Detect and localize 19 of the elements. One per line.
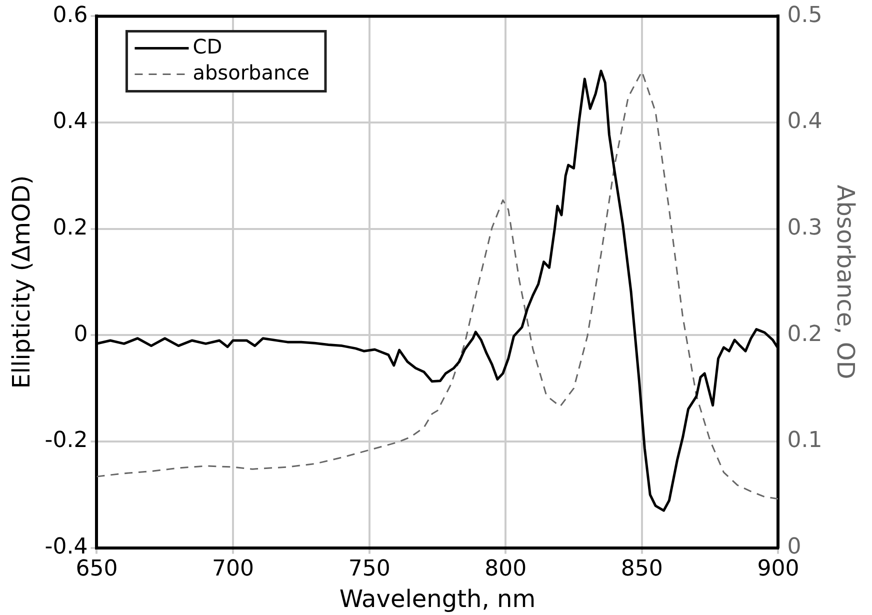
legend-label: CD [192,34,222,58]
x-tick-label: 850 [620,556,663,582]
y2-tick-label: 0.4 [787,109,822,134]
y2-tick-label: 0.3 [787,216,822,241]
y2-axis-title: Absorbance, OD [831,184,860,380]
y-tick-label: 0.6 [52,2,88,28]
x-tick-label: 700 [212,556,254,582]
y-tick-label: 0 [74,322,88,347]
y-tick-label: -0.2 [44,428,88,454]
x-axis-title: Wavelength, nm [339,584,536,613]
x-tick-label: 750 [348,556,390,582]
y-tick-label: 0.2 [52,216,88,241]
x-tick-label: 800 [484,556,527,582]
y2-tick-label: 0.2 [787,322,822,347]
legend-label: absorbance [192,60,310,84]
y2-tick-label: 0.1 [787,428,822,454]
y2-tick-label: 0.5 [787,2,822,28]
y-tick-label: 0.4 [52,109,88,134]
y-axis-title: Ellipticity (ΔmOD) [8,175,36,389]
